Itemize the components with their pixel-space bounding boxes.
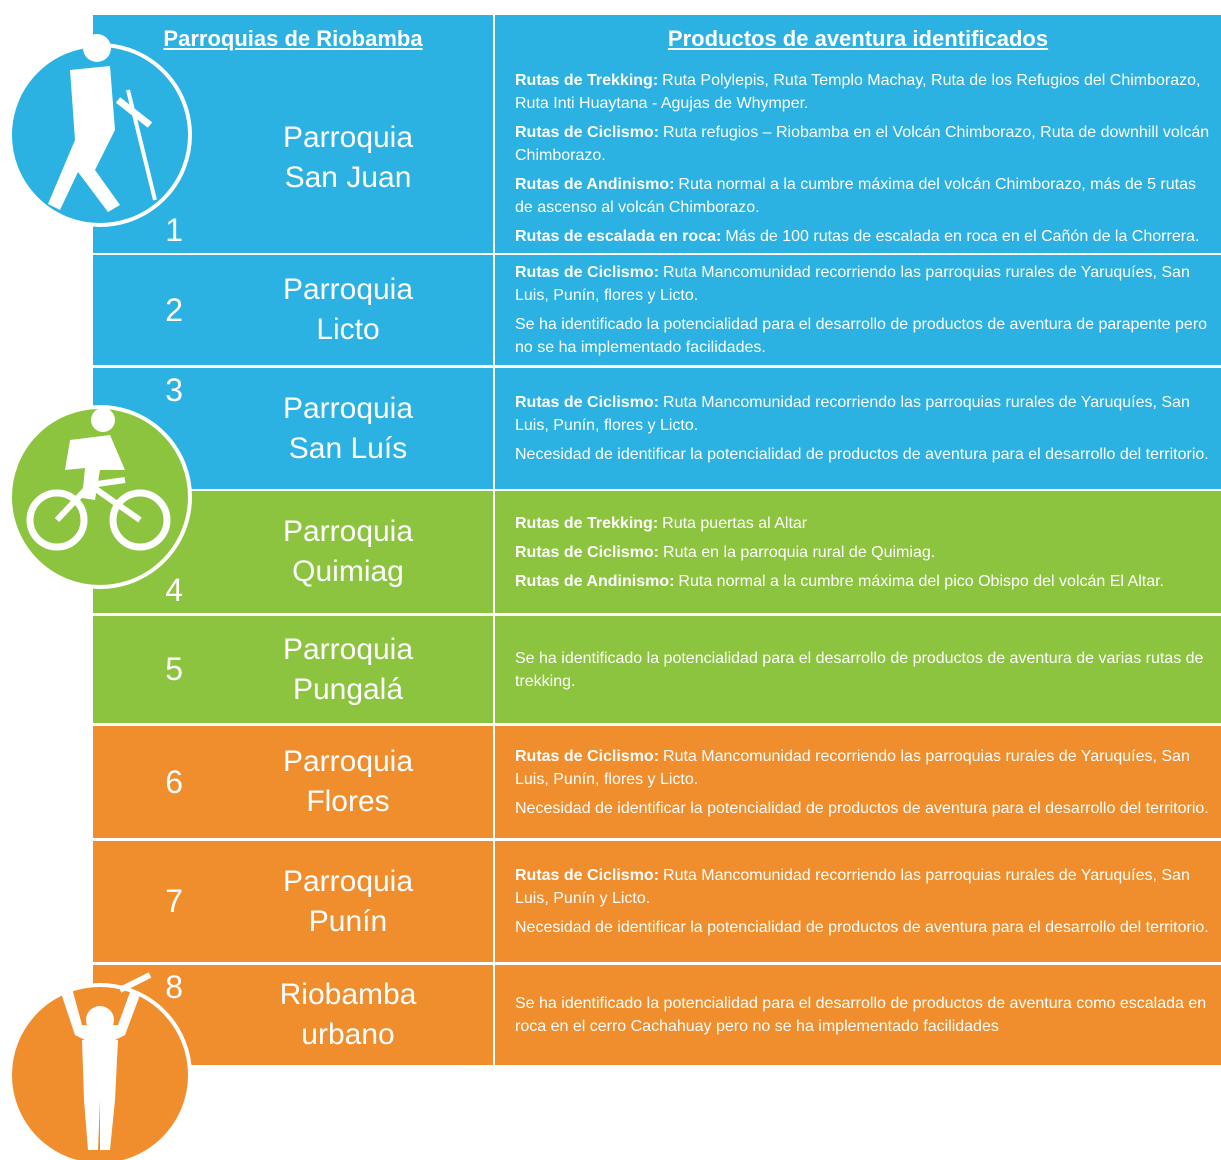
product-item: Rutas de Ciclismo: Ruta Mancomunidad reco…	[515, 391, 1215, 437]
name-line: Quimiag	[292, 555, 404, 588]
product-text: Ruta Polylepis, Ruta Templo Machay, Ruta…	[515, 71, 1201, 112]
product-label: Rutas de Trekking:	[515, 514, 659, 532]
product-text: Ruta normal a la cumbre máxima del volcá…	[515, 175, 1196, 216]
product-text: Ruta Mancomunidad recorriendo las parroq…	[515, 394, 1190, 434]
product-text: Se ha identificado la potencialidad para…	[515, 316, 1208, 356]
product-label: Rutas de Ciclismo:	[515, 264, 660, 281]
product-item: Rutas de Andinismo: Ruta normal a la cumb…	[515, 570, 1215, 593]
product-text: Ruta normal a la cumbre máxima del pico …	[678, 572, 1164, 590]
product-label: Rutas de Andinismo:	[515, 175, 675, 193]
product-text: Necesidad de identificar la potencialida…	[515, 919, 1209, 936]
row-number: 5	[93, 616, 203, 723]
product-item: Necesidad de identificar la potencialida…	[515, 916, 1215, 939]
products: Se ha identificado la potencialidad para…	[495, 616, 1221, 723]
header-cell: Productos de aventura identificados	[495, 15, 1221, 63]
parish-name: Parroquia Flores	[203, 726, 493, 838]
product-text: Ruta Mancomunidad recorriendo las parroq…	[515, 747, 1190, 788]
product-item: Rutas de Ciclismo: Ruta Mancomunidad reco…	[515, 745, 1215, 791]
header-cell: Parroquias de Riobamba	[93, 15, 493, 63]
name-line: Parroquia	[282, 515, 414, 548]
name-line: Riobamba	[279, 978, 417, 1011]
name-line: Licto	[316, 313, 380, 346]
name-line: Punín	[308, 904, 388, 938]
product-text: Ruta puertas al Altar	[662, 514, 808, 532]
product-item: Se ha identificado la potencialidad para…	[515, 647, 1215, 693]
parish-name: Parroquia San Juan	[203, 63, 493, 253]
name-line: Parroquia	[282, 745, 414, 778]
product-item: Rutas de escalada en roca: Más de 100 rut…	[515, 225, 1215, 248]
products: Rutas de Ciclismo: Ruta Mancomunidad reco…	[495, 255, 1221, 365]
product-item: Rutas de Ciclismo: Ruta Mancomunidad reco…	[515, 261, 1215, 307]
product-text: Se ha identificado la potencialidad para…	[515, 649, 1204, 690]
product-label: Rutas de Ciclismo:	[515, 394, 660, 411]
row-number: 7	[93, 841, 203, 962]
name-line: Pungalá	[292, 672, 404, 706]
parish-name: Riobamba urbano	[203, 965, 493, 1065]
product-label: Rutas de Ciclismo:	[515, 867, 660, 884]
product-text: Ruta en la parroquia rural de Quimiag.	[663, 543, 936, 561]
parish-name: Parroquia Quimiag	[203, 491, 493, 613]
cyclist-icon	[8, 405, 192, 589]
name-line: Flores	[306, 785, 390, 818]
product-item: Rutas de Ciclismo: Ruta refugios – Riobam…	[515, 121, 1215, 167]
product-label: Rutas de Andinismo:	[515, 572, 675, 590]
name-line: Parroquia	[282, 273, 414, 306]
products: Rutas de Ciclismo: Ruta Mancomunidad reco…	[495, 726, 1221, 838]
row-number: 6	[93, 726, 203, 838]
row-number: 2	[93, 255, 203, 365]
parish-name: Parroquia Pungalá	[203, 616, 493, 723]
product-text: Ruta Mancomunidad recorriendo las parroq…	[515, 264, 1190, 304]
product-item: Rutas de Trekking: Ruta puertas al Altar	[515, 512, 1215, 535]
product-item: Rutas de Ciclismo: Ruta Mancomunidad reco…	[515, 864, 1215, 910]
product-item: Necesidad de identificar la potencialida…	[515, 797, 1215, 820]
product-text: Necesidad de identificar la potencialida…	[515, 799, 1209, 817]
product-label: Rutas de escalada en roca:	[515, 227, 722, 245]
products: Se ha identificado la potencialidad para…	[495, 965, 1221, 1065]
products: Rutas de Trekking: Ruta Polylepis, Ruta T…	[495, 63, 1221, 253]
parish-name: Parroquia Punín	[203, 841, 493, 962]
name-line: Parroquia	[282, 864, 414, 898]
product-item: Rutas de Trekking: Ruta Polylepis, Ruta T…	[515, 69, 1215, 115]
product-text: Ruta Mancomunidad recorriendo las parroq…	[515, 867, 1190, 907]
product-item: Se ha identificado la potencialidad para…	[515, 313, 1215, 359]
hiker-icon	[8, 34, 192, 227]
product-label: Rutas de Trekking:	[515, 71, 659, 89]
name-line: San Luís	[288, 431, 408, 465]
name-line: Parroquia	[282, 391, 414, 425]
product-text: Ruta refugios – Riobamba en el Volcán Ch…	[515, 123, 1210, 164]
name-line: urbano	[301, 1018, 395, 1051]
climber-icon	[8, 972, 192, 1160]
parish-name: Parroquia San Luís	[203, 368, 493, 489]
product-label: Rutas de Ciclismo:	[515, 123, 660, 141]
product-item: Rutas de Andinismo: Ruta normal a la cumb…	[515, 173, 1215, 219]
product-text: Se ha identificado la potencialidad para…	[515, 995, 1207, 1035]
product-text: Necesidad de identificar la potencialida…	[515, 446, 1209, 463]
name-line: Parroquia	[282, 632, 414, 666]
products: Rutas de Trekking: Ruta puertas al Altar R…	[495, 491, 1221, 613]
parish-name: Parroquia Licto	[203, 255, 493, 365]
product-label: Rutas de Ciclismo:	[515, 747, 660, 765]
product-item: Rutas de Ciclismo: Ruta en la parroquia r…	[515, 541, 1215, 564]
product-item: Necesidad de identificar la potencialida…	[515, 443, 1215, 466]
product-item: Se ha identificado la potencialidad para…	[515, 992, 1215, 1038]
name-line: San Juan	[284, 161, 412, 194]
products: Rutas de Ciclismo: Ruta Mancomunidad reco…	[495, 841, 1221, 962]
products: Rutas de Ciclismo: Ruta Mancomunidad reco…	[495, 368, 1221, 489]
product-text: Más de 100 rutas de escalada en roca en …	[725, 227, 1200, 245]
product-label: Rutas de Ciclismo:	[515, 543, 660, 561]
name-line: Parroquia	[282, 121, 414, 154]
